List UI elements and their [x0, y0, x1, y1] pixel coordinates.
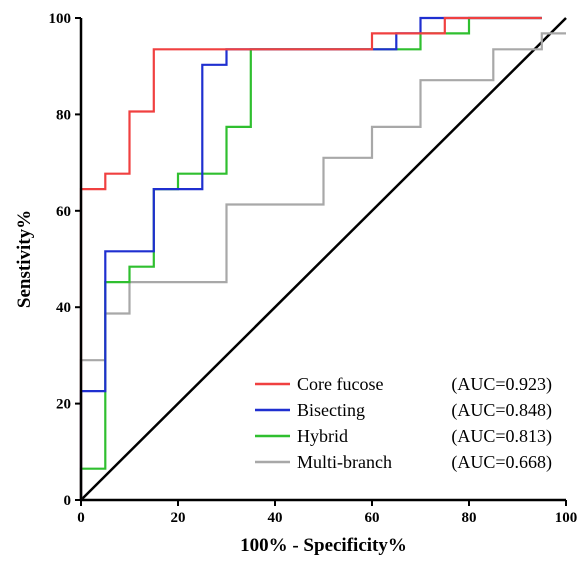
x-tick-label: 20 — [171, 510, 186, 526]
legend-label-2: Hybrid — [297, 426, 348, 446]
x-axis-title: 100% - Specificity% — [240, 535, 407, 556]
x-tick-label: 0 — [77, 510, 85, 526]
y-tick-label: 100 — [49, 11, 72, 27]
legend-auc-3: (AUC=0.668) — [451, 452, 552, 473]
y-tick-label: 0 — [64, 493, 72, 509]
x-tick-label: 80 — [462, 510, 477, 526]
y-axis-title: Senstivity% — [14, 210, 35, 308]
y-tick-label: 80 — [56, 107, 71, 123]
reference-diagonal-line — [80, 17, 567, 501]
legend-label-3: Multi-branch — [297, 452, 392, 472]
legend-label-0: Core fucose — [297, 374, 383, 394]
legend-auc-2: (AUC=0.813) — [451, 426, 552, 447]
y-tick-label: 20 — [56, 397, 71, 413]
legend: Core fucose (AUC=0.923) Bisecting (AUC=0.84… — [255, 374, 552, 473]
x-tick-label: 60 — [365, 510, 380, 526]
legend-auc-1: (AUC=0.848) — [451, 400, 552, 421]
plot-lines — [79, 16, 567, 501]
legend-label-1: Bisecting — [297, 400, 365, 420]
x-tick-label: 100 — [555, 510, 578, 526]
axes: 0 20 40 60 80 100 0 20 40 60 80 100 — [49, 11, 578, 526]
series-line-0 — [79, 16, 542, 500]
legend-auc-0: (AUC=0.923) — [451, 374, 552, 395]
y-tick-label: 40 — [56, 300, 71, 316]
y-ticks: 0 20 40 60 80 100 — [49, 11, 81, 509]
x-tick-label: 40 — [268, 510, 283, 526]
x-ticks: 0 20 40 60 80 100 — [77, 500, 577, 526]
y-tick-label: 60 — [56, 204, 71, 220]
